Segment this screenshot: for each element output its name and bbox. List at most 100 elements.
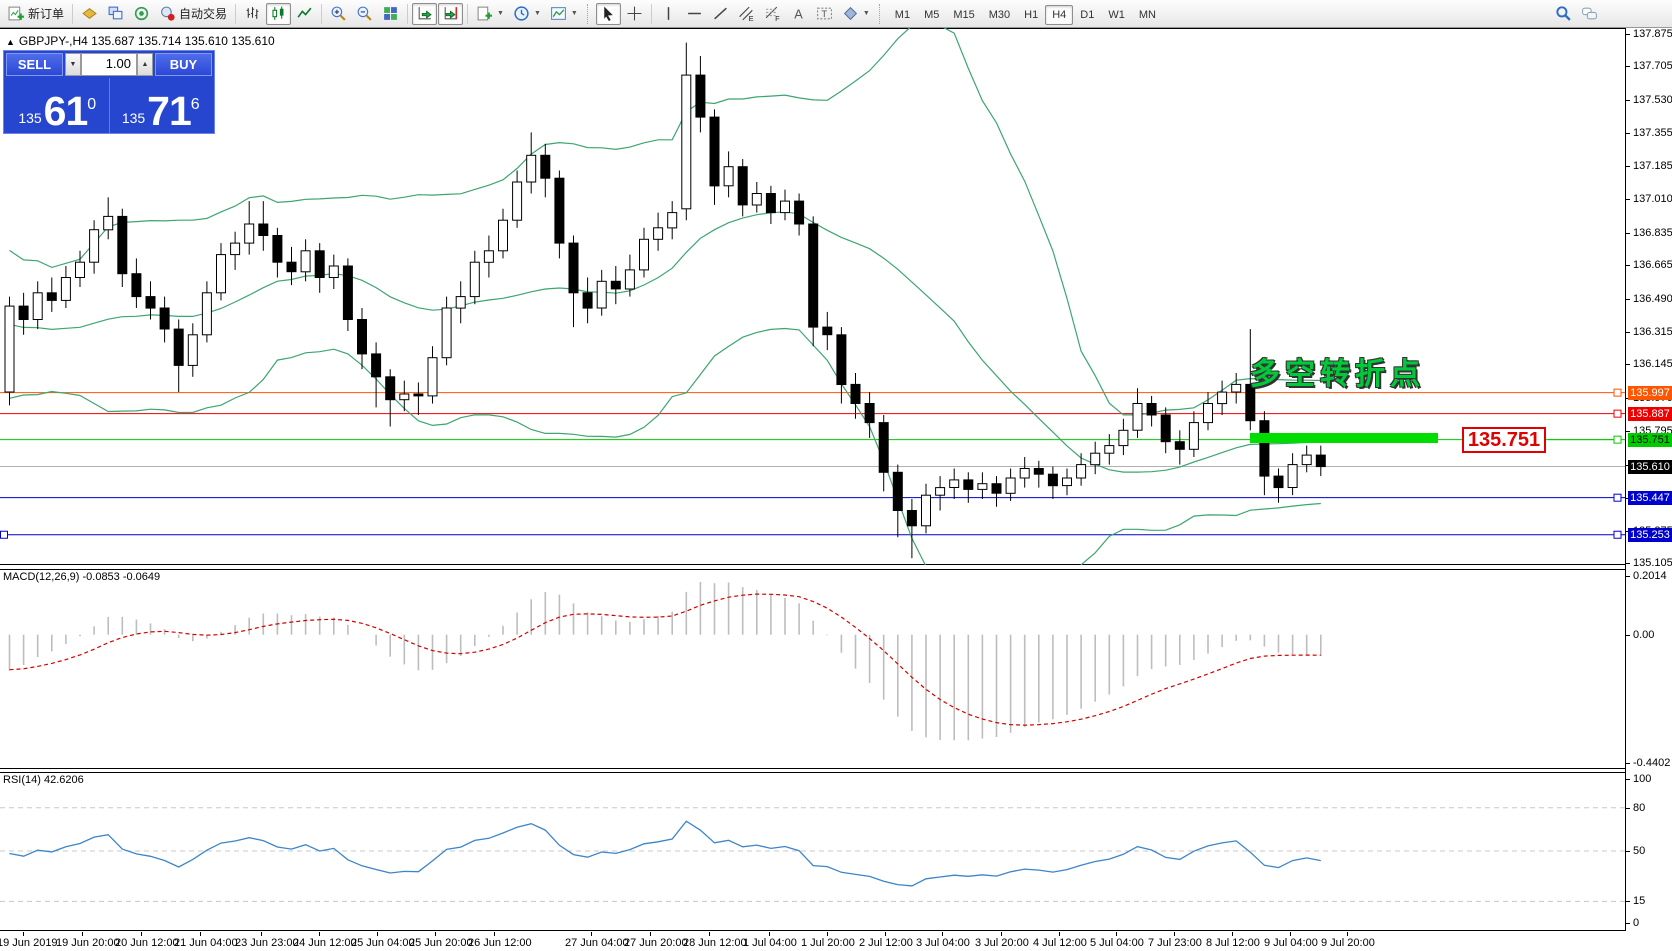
time-label: 3 Jul 20:00 <box>975 937 1029 949</box>
axis-tick <box>1626 576 1630 577</box>
chart-shift-button[interactable] <box>438 2 464 25</box>
axis-tick <box>1626 133 1630 135</box>
time-label: 4 Jul 12:00 <box>1033 937 1087 949</box>
auto-scroll-button[interactable] <box>412 2 438 25</box>
profiles-icon <box>82 8 97 19</box>
charts-cascade-icon <box>108 6 123 20</box>
autotrading-icon <box>161 6 175 21</box>
shapes-dropdown[interactable]: ▼ <box>838 3 874 25</box>
timeframe-H4[interactable]: H4 <box>1045 4 1074 25</box>
price-callout-box[interactable]: 135.751 <box>1462 427 1546 453</box>
buy-price-base: 135 <box>121 110 146 126</box>
trendline-button[interactable] <box>708 3 733 25</box>
time-label: 3 Jul 04:00 <box>916 937 970 949</box>
time-tick <box>1059 932 1060 936</box>
profiles-button[interactable] <box>77 3 102 25</box>
timeframe-M15[interactable]: M15 <box>953 8 975 21</box>
time-tick <box>769 932 770 936</box>
new-order-dropdown[interactable]: ▼ <box>472 3 508 25</box>
support-zone-bar[interactable] <box>1250 433 1438 443</box>
axis-tick <box>1626 232 1630 234</box>
hline-price-tag: 135.751 <box>1628 432 1672 447</box>
volume-increase-button[interactable]: ▲ <box>137 53 153 76</box>
candlestick-chart-icon <box>272 6 284 20</box>
axis-tick <box>1626 265 1630 267</box>
timeframe-M30[interactable]: M30 <box>988 8 1011 21</box>
axis-tick <box>1626 851 1630 852</box>
autotrading-button[interactable]: 自动交易 <box>155 3 231 25</box>
chat-button[interactable] <box>1577 3 1602 25</box>
buy-price[interactable]: 135 71 6 <box>108 78 213 133</box>
time-label: 2 Jul 12:00 <box>859 937 913 949</box>
data-window-button[interactable] <box>129 3 154 25</box>
line-chart-button[interactable] <box>292 3 317 25</box>
collapse-panel-icon[interactable]: ▲ <box>6 37 15 47</box>
timeframe-W1[interactable]: W1 <box>1108 8 1125 21</box>
time-label: 25 Jun 04:00 <box>351 937 415 949</box>
cursor-icon <box>604 6 613 22</box>
time-tick <box>827 932 828 936</box>
zoom-out-button[interactable] <box>352 3 377 25</box>
caret-down-icon: ▼ <box>570 10 578 17</box>
text-button[interactable]: A <box>786 3 811 25</box>
text-label-button[interactable]: T <box>812 3 837 25</box>
axis-tick <box>1626 331 1630 333</box>
separator <box>467 3 469 24</box>
rsi-pane[interactable] <box>0 772 1625 931</box>
sell-button[interactable]: SELL <box>6 53 63 76</box>
caret-down-icon: ▼ <box>862 10 870 17</box>
equidistant-channel-button[interactable]: E <box>734 3 759 25</box>
volume-input[interactable]: 1.00 <box>81 53 137 76</box>
templates-dropdown[interactable]: ▼ <box>546 3 582 25</box>
macd-pane[interactable] <box>0 569 1625 769</box>
sell-price[interactable]: 135 61 0 <box>6 78 109 133</box>
timeframe-H1[interactable]: H1 <box>1024 8 1039 21</box>
zoom-in-button[interactable] <box>326 3 351 25</box>
fibonacci-button[interactable]: F <box>760 3 785 25</box>
sell-price-base: 135 <box>18 110 42 126</box>
vertical-line-button[interactable] <box>656 3 681 25</box>
cursor-button[interactable] <box>595 2 621 25</box>
periods-dropdown[interactable]: ▼ <box>509 3 545 25</box>
volume-decrease-button[interactable]: ▼ <box>65 53 81 76</box>
search-button[interactable] <box>1551 3 1576 25</box>
time-label: 26 Jun 12:00 <box>468 937 532 949</box>
crosshair-button[interactable] <box>622 3 647 25</box>
buy-button[interactable]: BUY <box>155 53 212 76</box>
hline-price-tag: 135.887 <box>1628 406 1672 421</box>
macd-axis-label: -0.4402 <box>1633 757 1671 769</box>
crosshair-icon <box>627 6 642 21</box>
time-tick <box>942 932 943 936</box>
time-tick <box>650 932 651 936</box>
new-order-label: 新订单 <box>28 7 65 21</box>
time-tick <box>1347 932 1348 936</box>
timeframe-M1[interactable]: M1 <box>894 8 911 21</box>
axis-tick <box>1626 431 1630 433</box>
time-tick <box>200 932 201 936</box>
fibonacci-icon: F <box>765 6 780 22</box>
bar-chart-button[interactable] <box>240 3 265 25</box>
time-tick <box>141 932 142 936</box>
axis-tick <box>1626 634 1630 636</box>
price-axis[interactable]: 137.875 137.705 137.530 137.355 137.185 137.0… <box>1625 28 1672 931</box>
price-chart-pane[interactable] <box>0 28 1625 565</box>
chart-annotation-text[interactable]: 多空转折点 <box>1250 358 1425 391</box>
tile-windows-button[interactable] <box>378 3 403 25</box>
candlestick-chart-button[interactable] <box>266 2 292 25</box>
svg-text:F: F <box>775 14 780 22</box>
time-tick <box>435 932 436 936</box>
axis-tick <box>1626 199 1630 201</box>
timeframe-M5[interactable]: M5 <box>924 8 940 21</box>
time-axis[interactable]: 19 Jun 2019 19 Jun 20:00 20 Jun 12:00 21 Ju… <box>0 932 1672 951</box>
horizontal-line-button[interactable] <box>682 3 707 25</box>
new-order-button[interactable]: 新订单 <box>4 3 68 25</box>
timeframe-D1[interactable]: D1 <box>1080 8 1095 21</box>
sell-price-pip: 0 <box>87 96 97 113</box>
price-tick-label: 136.145 <box>1633 358 1672 371</box>
price-tick-label: 136.490 <box>1633 292 1672 305</box>
text-icon: A <box>794 6 803 21</box>
timeframe-MN[interactable]: MN <box>1138 8 1156 21</box>
toolbar-grip <box>878 3 883 24</box>
charts-cascade-button[interactable] <box>103 3 128 25</box>
time-label: 28 Jun 12:00 <box>683 937 747 949</box>
